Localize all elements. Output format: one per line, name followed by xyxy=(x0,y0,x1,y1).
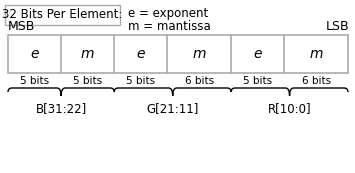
Text: 5 bits: 5 bits xyxy=(243,76,272,86)
Text: 6 bits: 6 bits xyxy=(185,76,214,86)
Text: e = exponent: e = exponent xyxy=(128,7,208,20)
Text: 5 bits: 5 bits xyxy=(126,76,155,86)
Text: MSB: MSB xyxy=(8,20,36,33)
Text: 6 bits: 6 bits xyxy=(301,76,331,86)
Text: e: e xyxy=(137,47,145,61)
FancyBboxPatch shape xyxy=(8,35,348,73)
Text: B[31:22]: B[31:22] xyxy=(36,102,87,115)
Text: R[10:0]: R[10:0] xyxy=(268,102,311,115)
FancyBboxPatch shape xyxy=(5,5,120,25)
Text: m: m xyxy=(309,47,323,61)
Text: e: e xyxy=(253,47,262,61)
Text: m: m xyxy=(192,47,206,61)
Text: m: m xyxy=(81,47,94,61)
Text: 32 Bits Per Element:: 32 Bits Per Element: xyxy=(2,8,123,21)
Text: 5 bits: 5 bits xyxy=(20,76,49,86)
Text: m = mantissa: m = mantissa xyxy=(128,20,211,33)
Text: G[21:11]: G[21:11] xyxy=(147,102,199,115)
Text: 5 bits: 5 bits xyxy=(73,76,102,86)
Text: LSB: LSB xyxy=(326,20,349,33)
Text: e: e xyxy=(30,47,39,61)
